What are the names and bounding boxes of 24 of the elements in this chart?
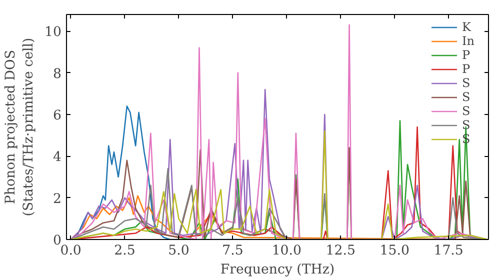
y-tick-label: 0: [53, 234, 62, 248]
x-tick-label: 5.0: [168, 244, 190, 258]
x-tick-label: 17.5: [434, 244, 464, 258]
legend-label: S: [462, 90, 472, 104]
legend-label: K: [462, 20, 472, 34]
y-tick-label: 8: [53, 66, 62, 82]
y-tick-label: 6: [53, 108, 62, 124]
legend-label: P: [462, 48, 472, 62]
legend-label: In: [462, 34, 476, 48]
legend-label: S: [462, 104, 472, 118]
legend-label: S: [462, 118, 472, 132]
x-tick-label: 12.5: [326, 244, 356, 258]
y-tick-label: 4: [53, 150, 62, 166]
x-axis-title: Frequency (THz): [220, 262, 335, 278]
x-tick-label: 7.5: [222, 244, 244, 258]
y-axis-title: Phonon projected DOS (States/THz·primitive cell): [4, 38, 37, 216]
x-tick-label: 2.5: [114, 244, 136, 258]
x-tick-label: 0.0: [60, 244, 82, 258]
legend-label: P: [462, 62, 472, 76]
x-tick-label: 15.0: [380, 244, 410, 258]
y-tick-label: 2: [53, 192, 62, 207]
legend-label: S: [462, 76, 472, 90]
x-tick-label: 10.0: [272, 244, 302, 258]
y-tick-label: 10: [44, 25, 62, 40]
